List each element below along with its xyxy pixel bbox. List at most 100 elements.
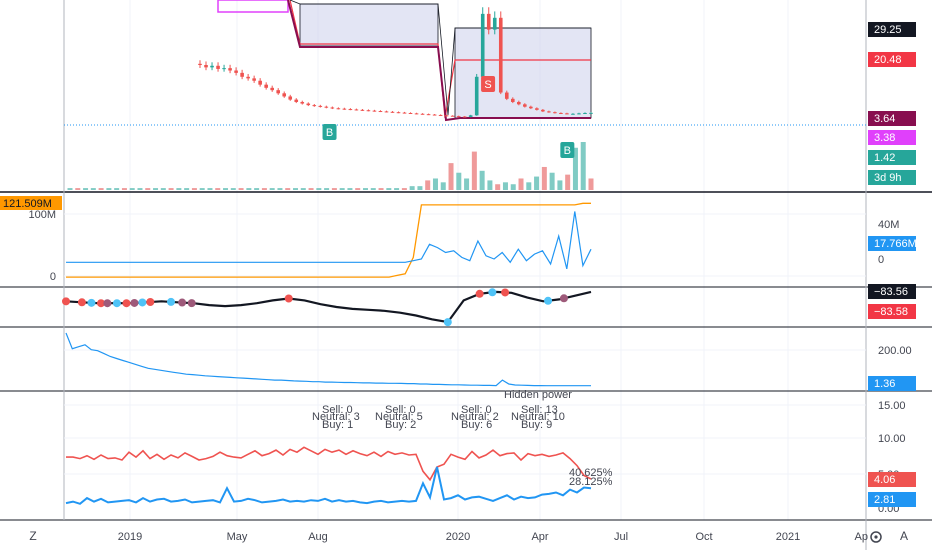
volume-bar (495, 184, 501, 190)
annotation-4-sell: Sell: 13 (521, 404, 558, 416)
annotation-3-neutral: Neutral: 2 (451, 411, 499, 423)
decay-line (65, 332, 591, 387)
candle-body (444, 115, 449, 117)
black-level-line (289, 0, 591, 116)
candle-body (577, 113, 581, 115)
candle-body (276, 90, 280, 94)
x-tick-apr: Apr (531, 531, 548, 543)
oscillator-dot (284, 294, 293, 303)
candle-body (547, 111, 551, 113)
price-badge-text: −83.58 (874, 306, 908, 318)
annotation-3-sell: Sell: 0 (461, 404, 492, 416)
auto-scale-button[interactable]: A (900, 529, 908, 543)
volume-bar (285, 188, 291, 190)
volume-bar (67, 188, 73, 190)
hidden-power-blue-line (65, 466, 592, 505)
candle-body (312, 105, 317, 107)
volume-bar (347, 188, 353, 190)
oscillator-dot (146, 297, 155, 306)
candle-body (264, 84, 268, 88)
volume-bar (98, 188, 104, 190)
volume-bar (394, 188, 400, 190)
annotation-1: Sell: 0 Neutral: 3 Buy: 1 (312, 404, 360, 431)
timezone-button[interactable]: Z (29, 529, 36, 543)
volume-bar (565, 174, 571, 190)
volume-bar (464, 178, 470, 190)
oscillator-dot (112, 299, 121, 308)
price-badge (868, 376, 916, 391)
candle-body (240, 72, 244, 77)
volume-bar (106, 188, 112, 190)
price-pane: B S B (64, 0, 866, 190)
annotation-1-buy: Buy: 1 (322, 419, 353, 431)
x-tick-apr-2021: Ap (855, 531, 868, 543)
candle-body (559, 112, 563, 114)
annotation-1-sell: Sell: 0 (322, 404, 353, 416)
candle-body (498, 17, 503, 93)
volume-bar (230, 188, 236, 190)
x-tick-2019: 2019 (118, 531, 142, 543)
volume-bar (75, 188, 81, 190)
x-tick-2020: 2020 (446, 531, 470, 543)
volume-bar (479, 170, 485, 190)
volume-bar (557, 180, 563, 190)
gear-icon-center (874, 535, 878, 539)
annotation-4-neutral: Neutral: 10 (511, 411, 565, 423)
volume-indicator-pane: 100M 0 40M 0 121.509M (0, 196, 899, 283)
volume-bar (308, 188, 314, 190)
annotation-4-buy: Buy: 9 (521, 419, 552, 431)
percent-label-2: 28.125% (569, 476, 613, 488)
candle-body (234, 70, 238, 73)
pane4-right-tick-0: 200.00 (878, 345, 912, 357)
signal-badge-buy (322, 124, 337, 140)
volume-bar (331, 188, 337, 190)
volume-bar (261, 188, 267, 190)
pane2-left-badge-text: 121.509M (3, 198, 52, 210)
candle-body (288, 96, 293, 100)
candle-body (204, 65, 208, 68)
candle-body (210, 65, 214, 68)
candle-body (318, 105, 323, 107)
oscillator-dot (187, 299, 196, 308)
volume-bar (153, 188, 159, 190)
volume-bar (534, 176, 540, 190)
volume-bar (362, 188, 368, 190)
x-tick-aug: Aug (308, 531, 328, 543)
candle-body (486, 13, 491, 30)
volume-bar (549, 172, 555, 190)
pane5-right-tick-1: 10.00 (878, 433, 906, 445)
volume-bar (417, 186, 423, 190)
candle-body (294, 99, 299, 102)
oscillator-dot (501, 288, 510, 297)
price-badge-text: 3.38 (874, 132, 895, 144)
price-badge (868, 304, 916, 319)
annotation-3: Sell: 0 Neutral: 2 Buy: 6 (451, 404, 499, 431)
volume-bar (145, 188, 151, 190)
volume-bar (510, 184, 516, 190)
volume-bar (580, 142, 586, 190)
volume-bar (448, 163, 454, 190)
candle-body (402, 112, 407, 114)
volume-bar (300, 188, 306, 190)
price-badge-text: 1.42 (874, 152, 895, 164)
x-tick-may: May (227, 531, 248, 543)
x-tick-oct: Oct (695, 531, 712, 543)
magenta-box (217, 0, 289, 13)
candle-body (246, 76, 250, 79)
oscillator-dot (130, 298, 139, 307)
oscillator-pane (62, 288, 592, 327)
auto-scale-label: A (900, 529, 908, 543)
maroon-level-line (287, 0, 591, 122)
oscillator-dot (122, 299, 131, 308)
candle-body (324, 106, 329, 108)
volume-bar (316, 188, 322, 190)
volume-bar (456, 172, 462, 190)
oscillator-dot (77, 298, 86, 307)
price-badge (868, 170, 916, 185)
settings-button[interactable] (870, 531, 882, 543)
oscillator-dot (475, 289, 484, 298)
volume-bar (129, 188, 135, 190)
candle-body (378, 111, 383, 113)
